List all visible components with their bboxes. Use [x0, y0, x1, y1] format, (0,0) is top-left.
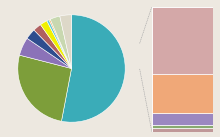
- Bar: [152, 128, 213, 132]
- Wedge shape: [47, 20, 72, 68]
- Wedge shape: [34, 25, 72, 68]
- Wedge shape: [20, 38, 72, 68]
- Wedge shape: [61, 15, 125, 122]
- Wedge shape: [27, 30, 72, 68]
- Wedge shape: [50, 16, 72, 68]
- Wedge shape: [49, 19, 72, 68]
- Bar: [152, 125, 213, 128]
- Bar: [152, 74, 213, 113]
- Wedge shape: [18, 55, 72, 121]
- Wedge shape: [40, 21, 72, 68]
- Bar: [152, 113, 213, 125]
- Wedge shape: [60, 15, 72, 68]
- Bar: [152, 7, 213, 74]
